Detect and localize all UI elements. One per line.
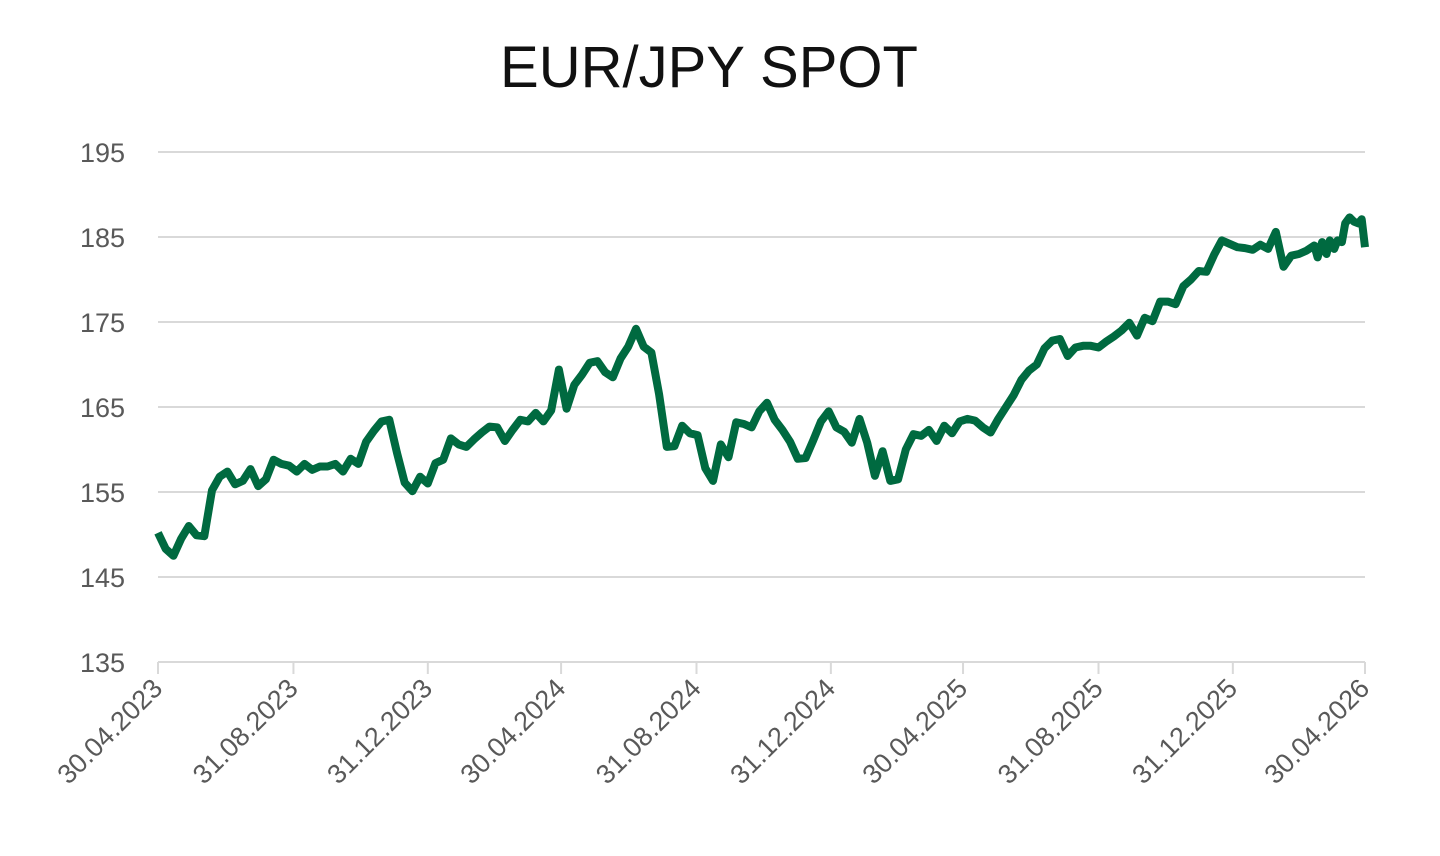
y-tick-label: 185: [80, 223, 125, 253]
chart-title: EUR/JPY SPOT: [500, 35, 918, 100]
x-tick-label: 30.04.2026: [1258, 673, 1375, 790]
series-layer: [154, 213, 1369, 560]
x-tick-label: 31.12.2023: [321, 673, 438, 790]
y-tick-label: 195: [80, 138, 125, 168]
y-tick-label: 165: [80, 393, 125, 423]
y-axis-tick-labels: 135 145 155 165 175 185 195: [80, 138, 125, 678]
x-tick-label: 31.08.2025: [992, 673, 1109, 790]
x-axis: 30.04.2023 31.08.2023 31.12.2023 30.04.2024…: [51, 661, 1375, 790]
x-tick-label: 31.08.2024: [590, 673, 707, 790]
y-tick-label: 175: [80, 308, 125, 338]
series-line: [154, 213, 1369, 560]
x-tick-label: 30.04.2025: [857, 673, 974, 790]
x-tick-label: 31.12.2025: [1126, 673, 1243, 790]
x-tick-label: 31.08.2023: [187, 673, 304, 790]
gridlines: [158, 151, 1365, 578]
y-tick-label: 145: [80, 563, 125, 593]
x-tick-label: 30.04.2024: [455, 673, 572, 790]
y-tick-label: 155: [80, 478, 125, 508]
x-tick-label: 31.12.2024: [724, 673, 841, 790]
y-tick-label: 135: [80, 648, 125, 678]
x-tick-label: 30.04.2023: [51, 673, 168, 790]
